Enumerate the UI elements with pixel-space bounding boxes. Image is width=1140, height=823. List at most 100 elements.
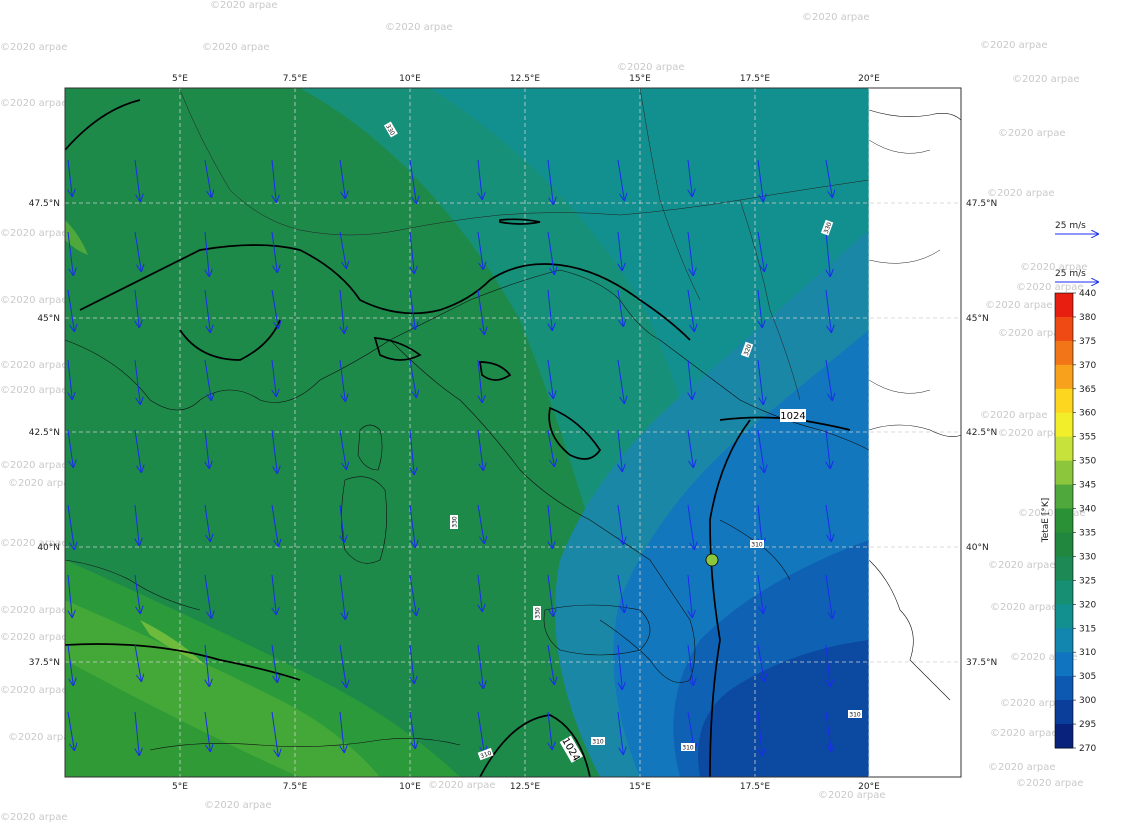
colorbar-swatch <box>1055 436 1073 462</box>
contour-label-text: 310 <box>849 712 861 719</box>
wind-arrow <box>134 359 140 404</box>
wind-arrow <box>477 429 483 470</box>
colorbar-tick-label: 355 <box>1079 433 1096 443</box>
watermark-text: ©2020 arpae <box>0 228 68 239</box>
wind-arrow <box>617 429 622 471</box>
wind-arrow <box>409 429 414 474</box>
wind-arrow <box>340 504 344 542</box>
lon-label: 5°E <box>172 782 188 792</box>
watermark-text: ©2020 arpae <box>1000 698 1068 709</box>
wind-arrow <box>272 574 276 614</box>
contour-label: 310 <box>681 743 695 752</box>
watermark-text: ©2020 arpae <box>202 42 270 53</box>
contour-label-text: 310 <box>751 542 763 549</box>
colorbar-tick-label: 380 <box>1079 313 1096 323</box>
lat-labels-right: 47.5°N 45°N 42.5°N 40°N 37.5°N <box>966 199 997 668</box>
wind-arrow <box>409 159 416 203</box>
wind-arrow <box>67 289 74 331</box>
lat-label: 40°N <box>37 543 60 553</box>
contour-label: 330 <box>450 515 459 529</box>
watermark-text: ©2020 arpae <box>802 12 870 23</box>
wind-arrow <box>687 289 694 331</box>
wind-arrow <box>134 574 140 613</box>
watermark-text: ©2020 arpae <box>980 410 1048 421</box>
wind-arrow <box>204 359 211 400</box>
no-data-area <box>869 88 961 777</box>
watermark-text: ©2020 arpae <box>1010 652 1078 663</box>
wind-arrow <box>757 429 764 472</box>
wind-arrow <box>67 504 74 549</box>
colorbar-tick-label: 330 <box>1079 552 1096 562</box>
wind-arrow <box>271 711 278 756</box>
wind-arrow <box>68 359 72 399</box>
colorbar-tick-label: 315 <box>1079 624 1096 634</box>
wind-arrow <box>271 231 277 272</box>
wind-arrow <box>757 711 762 755</box>
colorbar-tick-label: 440 <box>1079 289 1096 299</box>
watermark-text: ©2020 arpae <box>210 0 278 11</box>
wind-arrow <box>826 429 830 468</box>
watermark-text: ©2020 arpae <box>0 385 68 396</box>
watermark-text: ©2020 arpae <box>0 360 68 371</box>
wind-arrow <box>204 289 210 332</box>
lon-label: 7.5°E <box>283 782 308 792</box>
contour-label: 330 <box>533 606 542 620</box>
lat-label: 42.5°N <box>966 428 997 438</box>
watermark-text: ©2020 arpae <box>987 188 1055 199</box>
wind-arrow <box>688 359 692 399</box>
lat-label: 47.5°N <box>29 199 60 209</box>
wind-arrow <box>548 711 552 749</box>
watermark-text: ©2020 arpae <box>428 780 496 791</box>
wind-arrow <box>134 644 141 681</box>
contour-label-text: 330 <box>384 123 396 137</box>
wind-arrow <box>410 644 414 683</box>
wind-arrow <box>547 429 554 466</box>
wind-arrow <box>271 644 277 682</box>
lon-label: 20°E <box>858 782 880 792</box>
colorbar-tick-label: 300 <box>1079 696 1096 706</box>
lat-label: 45°N <box>37 314 60 324</box>
wind-arrow <box>757 359 763 404</box>
watermark-text: ©2020 arpae <box>1016 282 1084 293</box>
map-frame <box>64 87 962 778</box>
wind-arrow <box>271 159 276 202</box>
wind-arrow <box>547 574 553 616</box>
contour-label-text: 310 <box>592 739 604 746</box>
wind-arrow <box>204 644 209 686</box>
wind-arrow <box>617 504 623 544</box>
watermark-text: ©2020 arpae <box>998 328 1066 339</box>
wind-arrow <box>477 504 484 543</box>
tetae-field <box>65 88 869 777</box>
wind-arrow <box>272 359 276 396</box>
contour-label: 330 <box>383 121 398 138</box>
wind-arrow <box>339 359 345 401</box>
wind-arrow <box>409 711 415 748</box>
wind-arrow <box>757 159 763 201</box>
watermark-text: ©2020 arpae <box>8 732 76 743</box>
watermark-text: ©2020 arpae <box>8 478 76 489</box>
wind-arrow <box>67 644 73 685</box>
contour-label-text: 320 <box>743 343 754 356</box>
lon-label: 15°E <box>629 782 651 792</box>
watermark-text: ©2020 arpae <box>385 22 453 33</box>
wind-arrow <box>825 289 831 332</box>
contour-label: 330 <box>820 219 833 236</box>
lon-label: 12.5°E <box>510 74 541 84</box>
wind-arrow <box>547 231 554 274</box>
lat-label: 37.5°N <box>29 658 60 668</box>
wind-arrow <box>688 159 692 196</box>
wind-reference: 25 m/s 25 m/s <box>1055 221 1098 282</box>
colorbar-swatch <box>1055 676 1073 701</box>
wind-arrow <box>687 504 694 549</box>
wind-arrow <box>68 159 72 196</box>
watermark-text: ©2020 arpae <box>988 560 1056 571</box>
colorbar-tick-label: 340 <box>1079 505 1096 515</box>
watermark-text: ©2020 arpae <box>1016 778 1084 789</box>
watermark-text: ©2020 arpae <box>0 460 68 471</box>
colorbar-swatch <box>1055 508 1073 533</box>
lon-label: 20°E <box>858 74 880 84</box>
contour-label-text: 310 <box>682 745 694 752</box>
wind-arrow <box>825 231 830 276</box>
colorbar-tick-label: 295 <box>1079 720 1096 730</box>
